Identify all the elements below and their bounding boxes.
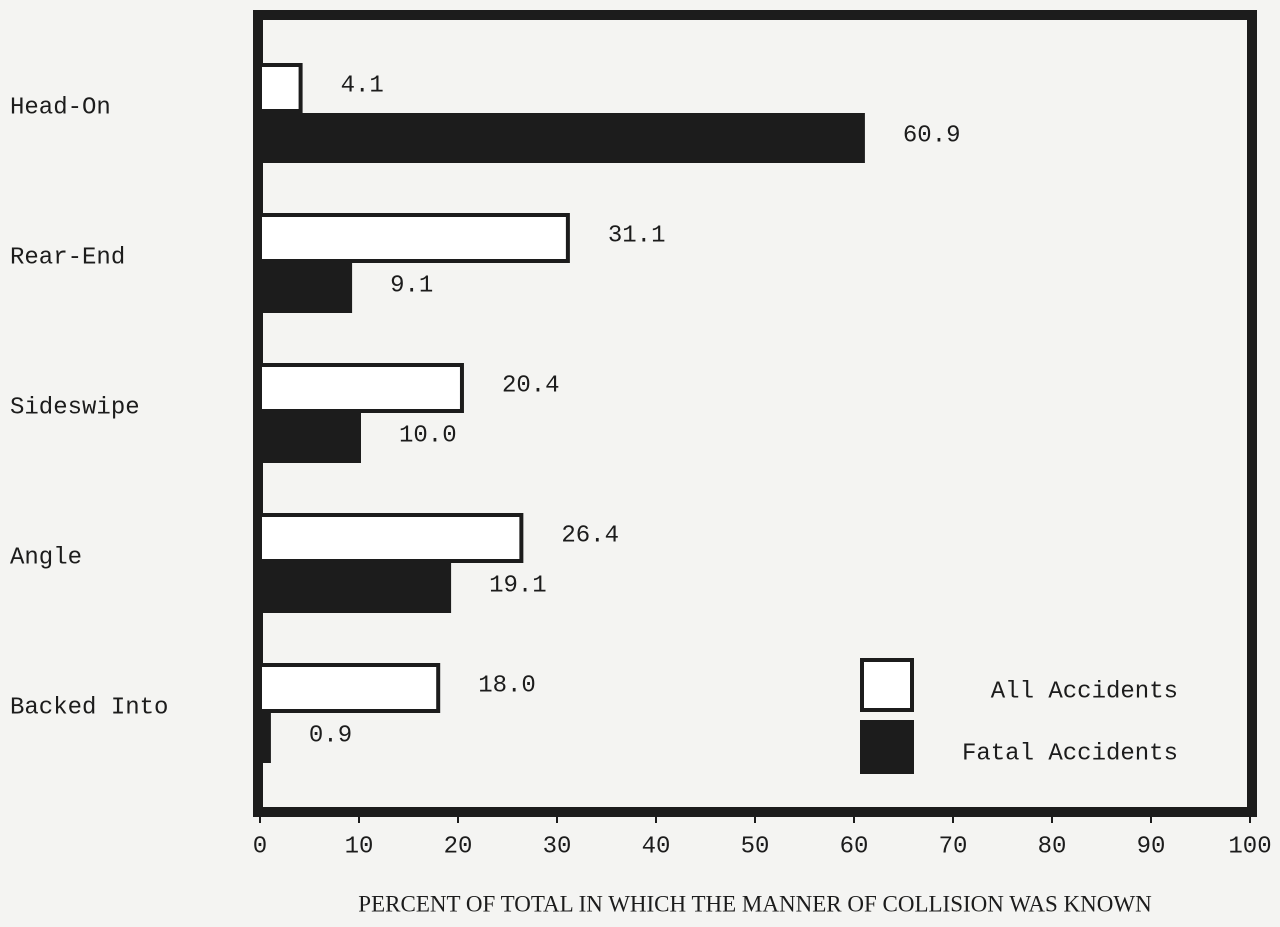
value-label: 4.1 <box>341 72 384 99</box>
value-label: 26.4 <box>561 522 619 549</box>
x-axis-label: PERCENT OF TOTAL IN WHICH THE MANNER OF … <box>358 891 1152 916</box>
bar <box>258 663 441 713</box>
x-tick-label: 30 <box>543 833 572 860</box>
x-tick-label: 60 <box>840 833 869 860</box>
x-tick-label: 10 <box>345 833 374 860</box>
bar <box>258 413 361 463</box>
value-label: 20.4 <box>502 372 560 399</box>
legend-label: All Accidents <box>991 678 1178 705</box>
bar <box>258 213 570 263</box>
value-label: 10.0 <box>399 422 457 449</box>
value-label: 31.1 <box>608 222 666 249</box>
value-label: 18.0 <box>478 672 536 699</box>
category-label: Head-On <box>10 94 111 121</box>
x-tick-label: 100 <box>1228 833 1271 860</box>
x-tick-label: 40 <box>642 833 671 860</box>
legend-label: Fatal Accidents <box>962 740 1178 767</box>
x-tick-label: 50 <box>741 833 770 860</box>
legend-swatch <box>860 658 914 712</box>
value-label: 19.1 <box>489 572 547 599</box>
legend-swatch <box>860 720 914 774</box>
bar <box>258 513 524 563</box>
x-tick-label: 0 <box>253 833 267 860</box>
bar <box>258 363 464 413</box>
value-label: 60.9 <box>903 122 961 149</box>
category-label: Sideswipe <box>10 394 140 421</box>
bar <box>258 713 271 763</box>
bar <box>258 263 353 313</box>
bar <box>258 563 452 613</box>
bar <box>258 63 303 113</box>
x-tick-label: 90 <box>1137 833 1166 860</box>
category-label: Backed Into <box>10 694 168 721</box>
x-tick-label: 20 <box>444 833 473 860</box>
value-label: 9.1 <box>390 272 433 299</box>
category-label: Rear-End <box>10 244 125 271</box>
value-label: 0.9 <box>309 722 352 749</box>
bar <box>258 113 865 163</box>
x-tick-label: 70 <box>939 833 968 860</box>
category-label: Angle <box>10 544 82 571</box>
x-tick-label: 80 <box>1038 833 1067 860</box>
